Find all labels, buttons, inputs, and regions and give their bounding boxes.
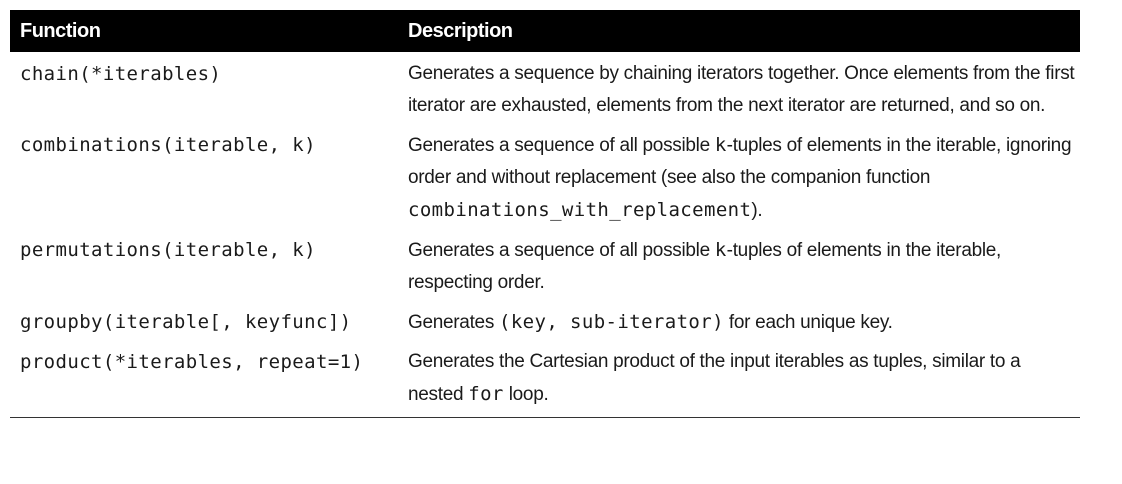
description-text: Generates a sequence by chaining iterato…	[408, 63, 1075, 116]
description-text: for each unique key.	[723, 312, 893, 333]
table-header: Function Description	[10, 10, 1080, 52]
header-function: Function	[10, 10, 398, 52]
inline-code: (key, sub-iterator)	[499, 311, 724, 333]
inline-code: for	[468, 383, 504, 405]
table-body: chain(*iterables) Generates a sequence b…	[10, 52, 1080, 418]
table-row-product: product(*iterables, repeat=1) Generates …	[10, 343, 1080, 418]
header-description: Description	[398, 10, 1080, 52]
function-cell: groupby(iterable[, keyfunc])	[20, 311, 352, 333]
function-cell: product(*iterables, repeat=1)	[10, 343, 398, 418]
table-row-chain: chain(*iterables) Generates a sequence b…	[10, 52, 1080, 126]
description-text: Generates the Cartesian product of the i…	[408, 351, 1021, 405]
description-text: loop.	[503, 384, 549, 405]
itertools-functions-table: Function Description chain(*iterables) G…	[10, 10, 1080, 418]
function-cell: combinations(iterable, k)	[20, 134, 316, 156]
header-row: Function Description	[10, 10, 1080, 52]
function-cell: chain(*iterables)	[20, 63, 222, 85]
description-cell: Generates (key, sub-iterator) for each u…	[398, 303, 1080, 343]
table-row-combinations: combinations(iterable, k) Generates a se…	[10, 126, 1080, 231]
description-text: -tuples of elements in the iterable, res…	[408, 240, 1002, 293]
description-text: -tuples of elements in the iterable, ign…	[408, 135, 1072, 188]
description-cell: Generates the Cartesian product of the i…	[398, 343, 1080, 418]
description-text: Generates a sequence of all possible	[408, 240, 715, 261]
itertools-functions-table-container: Function Description chain(*iterables) G…	[10, 10, 1080, 418]
description-cell: Generates a sequence of all possible k-t…	[398, 126, 1080, 231]
description-cell: Generates a sequence of all possible k-t…	[398, 231, 1080, 303]
description-text: Generates	[408, 312, 499, 333]
description-cell: Generates a sequence by chaining iterato…	[398, 52, 1080, 126]
table-row-permutations: permutations(iterable, k) Generates a se…	[10, 231, 1080, 303]
inline-code: k	[714, 134, 727, 156]
table-row-groupby: groupby(iterable[, keyfunc]) Generates (…	[10, 303, 1080, 343]
inline-code: k	[714, 239, 727, 261]
function-cell: permutations(iterable, k)	[20, 239, 316, 261]
inline-code: combinations_with_replacement	[408, 199, 752, 221]
description-text: Generates a sequence of all possible	[408, 135, 715, 156]
description-text: ).	[751, 200, 763, 221]
